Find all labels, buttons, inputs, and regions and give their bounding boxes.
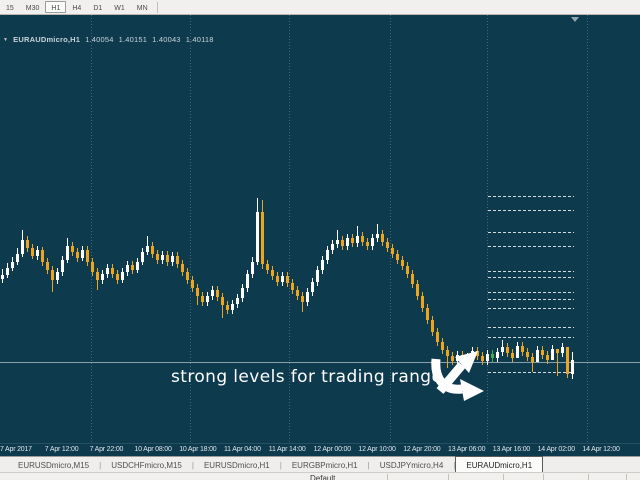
time-axis-label: 10 Apr 18:00 — [179, 446, 217, 453]
time-axis[interactable]: 7 Apr 2017 7 Apr 12:00 7 Apr 22:00 10 Apr 0… — [0, 443, 640, 456]
time-axis-label: 7 Apr 2017 — [0, 446, 32, 453]
time-axis-label: 7 Apr 12:00 — [44, 446, 79, 453]
timeframe-button-15[interactable]: 15 — [6, 5, 14, 12]
chart-tab-EURUSDmicro-H1[interactable]: EURUSDmicro,H1 — [203, 461, 270, 470]
timeframe-bar-buttons: 15 M30 H1 H4 D1 W1 MN — [0, 0, 154, 14]
tab-separator: | — [191, 461, 194, 470]
tab-separator: | — [279, 461, 282, 470]
statusbar-separator — [626, 474, 627, 480]
chart-symbol-period: EURAUDmicro,H1 — [13, 35, 81, 44]
status-bar: Default — [0, 472, 640, 480]
time-axis-label: 10 Apr 08:00 — [134, 446, 172, 453]
time-axis-label: 12 Apr 00:00 — [313, 446, 352, 453]
time-axis-label: 7 Apr 22:00 — [89, 446, 124, 453]
time-axis-label: 13 Apr 16:00 — [492, 446, 531, 453]
statusbar-separator — [503, 474, 504, 480]
quote-open: 1.40054 — [85, 35, 114, 44]
statusbar-separator — [448, 474, 449, 480]
statusbar-separator — [543, 474, 544, 480]
double-zigzag-arrow-icon[interactable] — [428, 345, 488, 401]
chart-area[interactable]: ▼ EURAUDmicro,H1 1.40054 1.40151 1.40043… — [0, 15, 640, 443]
tab-separator: | — [367, 461, 370, 470]
time-axis-label: 12 Apr 20:00 — [403, 446, 441, 453]
price-chart-canvas[interactable] — [0, 15, 640, 443]
time-axis-label: 14 Apr 12:00 — [582, 446, 620, 453]
annotation-text[interactable]: strong levels for trading range — [171, 367, 443, 387]
time-axis-label: 13 Apr 06:00 — [448, 446, 486, 453]
time-axis-label: 12 Apr 10:00 — [358, 446, 396, 453]
quote-high: 1.40151 — [118, 35, 148, 44]
chart-tab-USDCHFmicro-M15[interactable]: USDCHFmicro,M15 — [111, 461, 182, 470]
statusbar-separator — [588, 474, 589, 480]
timeframe-button-M30[interactable]: M30 — [25, 5, 40, 12]
timeframe-button-W1[interactable]: W1 — [114, 5, 125, 12]
toolbar-separator — [156, 2, 158, 13]
chart-tab-EURAUDmicro-H1[interactable]: EURAUDmicro,H1 — [455, 456, 544, 472]
chart-tab-bar: EURUSDmicro,M15 | USDCHFmicro,M15 | EURUSDmi… — [0, 456, 640, 472]
timeframe-button-D1[interactable]: D1 — [93, 5, 103, 12]
chart-dropdown-triangle-icon[interactable]: ▼ — [3, 37, 9, 43]
timeframe-button-H4[interactable]: H4 — [72, 5, 82, 12]
chart-title-bar: ▼ EURAUDmicro,H1 1.40054 1.40151 1.40043… — [3, 35, 214, 44]
chart-tab-USDJPYmicro-H4[interactable]: USDJPYmicro,H4 — [379, 461, 444, 470]
time-axis-label: 11 Apr 14:00 — [268, 446, 306, 453]
tab-separator: | — [99, 461, 102, 470]
profile-button[interactable]: Default — [310, 474, 336, 480]
quote-low: 1.40043 — [152, 35, 181, 44]
timeframe-toolbar: 15 M30 H1 H4 D1 W1 MN — [0, 0, 640, 15]
time-axis-label: 11 Apr 04:00 — [224, 446, 261, 453]
tab-separator: | — [453, 461, 456, 470]
chart-tab-EURGBPmicro-H1[interactable]: EURGBPmicro,H1 — [291, 461, 358, 470]
timeframe-button-H1[interactable]: H1 — [45, 1, 67, 13]
quote-close: 1.40118 — [185, 35, 214, 44]
timeframe-button-MN[interactable]: MN — [136, 5, 148, 12]
chart-tab-EURUSDmicro-M15[interactable]: EURUSDmicro,M15 — [18, 461, 90, 470]
statusbar-separator — [387, 474, 388, 480]
time-axis-label: 14 Apr 02:00 — [537, 446, 576, 453]
